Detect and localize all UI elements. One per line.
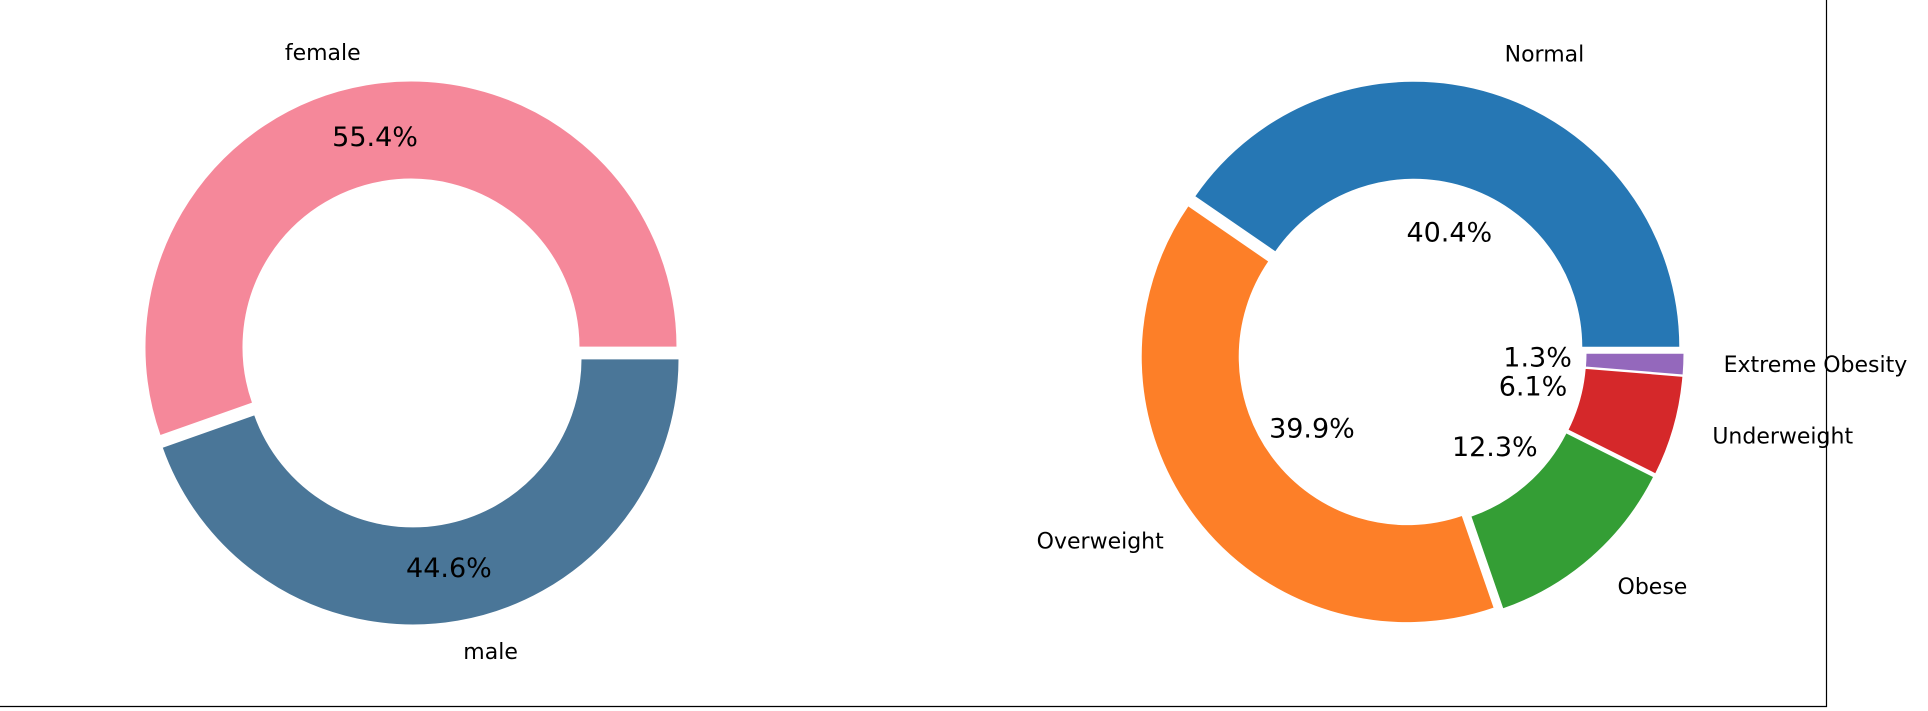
bmi-percent-label-obese: 12.3% [1452, 432, 1538, 463]
gender-slice-label-male: male [463, 640, 518, 665]
gender-slice-label-female: female [285, 41, 361, 66]
bmi-slice-underweight [1567, 367, 1684, 475]
bmi-slice-extreme-obesity [1584, 352, 1685, 376]
bmi-percent-label-normal: 40.4% [1406, 217, 1492, 248]
bmi-percent-label-extreme-obesity: 1.3% [1503, 343, 1572, 374]
axes-frame [0, 0, 1828, 708]
bmi-slice-label-normal: Normal [1505, 43, 1585, 68]
bmi-slice-overweight [1140, 205, 1495, 624]
gender-slice-male [161, 358, 680, 626]
gender-slice-female [144, 80, 678, 437]
bmi-percent-label-overweight: 39.9% [1269, 414, 1355, 445]
bmi-slice-normal [1194, 80, 1681, 348]
bmi-slice-label-obese: Obese [1618, 575, 1688, 600]
bmi-slice-label-extreme-obesity: Extreme Obesity [1724, 353, 1908, 378]
gender-donut-chart: female 55.4% male 44.6% [144, 41, 680, 665]
bmi-slice-obese [1470, 432, 1655, 610]
bmi-percent-label-underweight: 6.1% [1499, 371, 1568, 402]
gender-percent-label-female: 55.4% [332, 122, 418, 153]
gender-percent-label-male: 44.6% [406, 553, 492, 584]
bmi-slice-label-underweight: Underweight [1712, 425, 1853, 450]
bmi-slice-label-overweight: Overweight [1037, 529, 1164, 554]
bmi-category-donut-chart: Normal 40.4% Overweight 39.9% Obese 12.3% Unde… [1037, 43, 1908, 624]
